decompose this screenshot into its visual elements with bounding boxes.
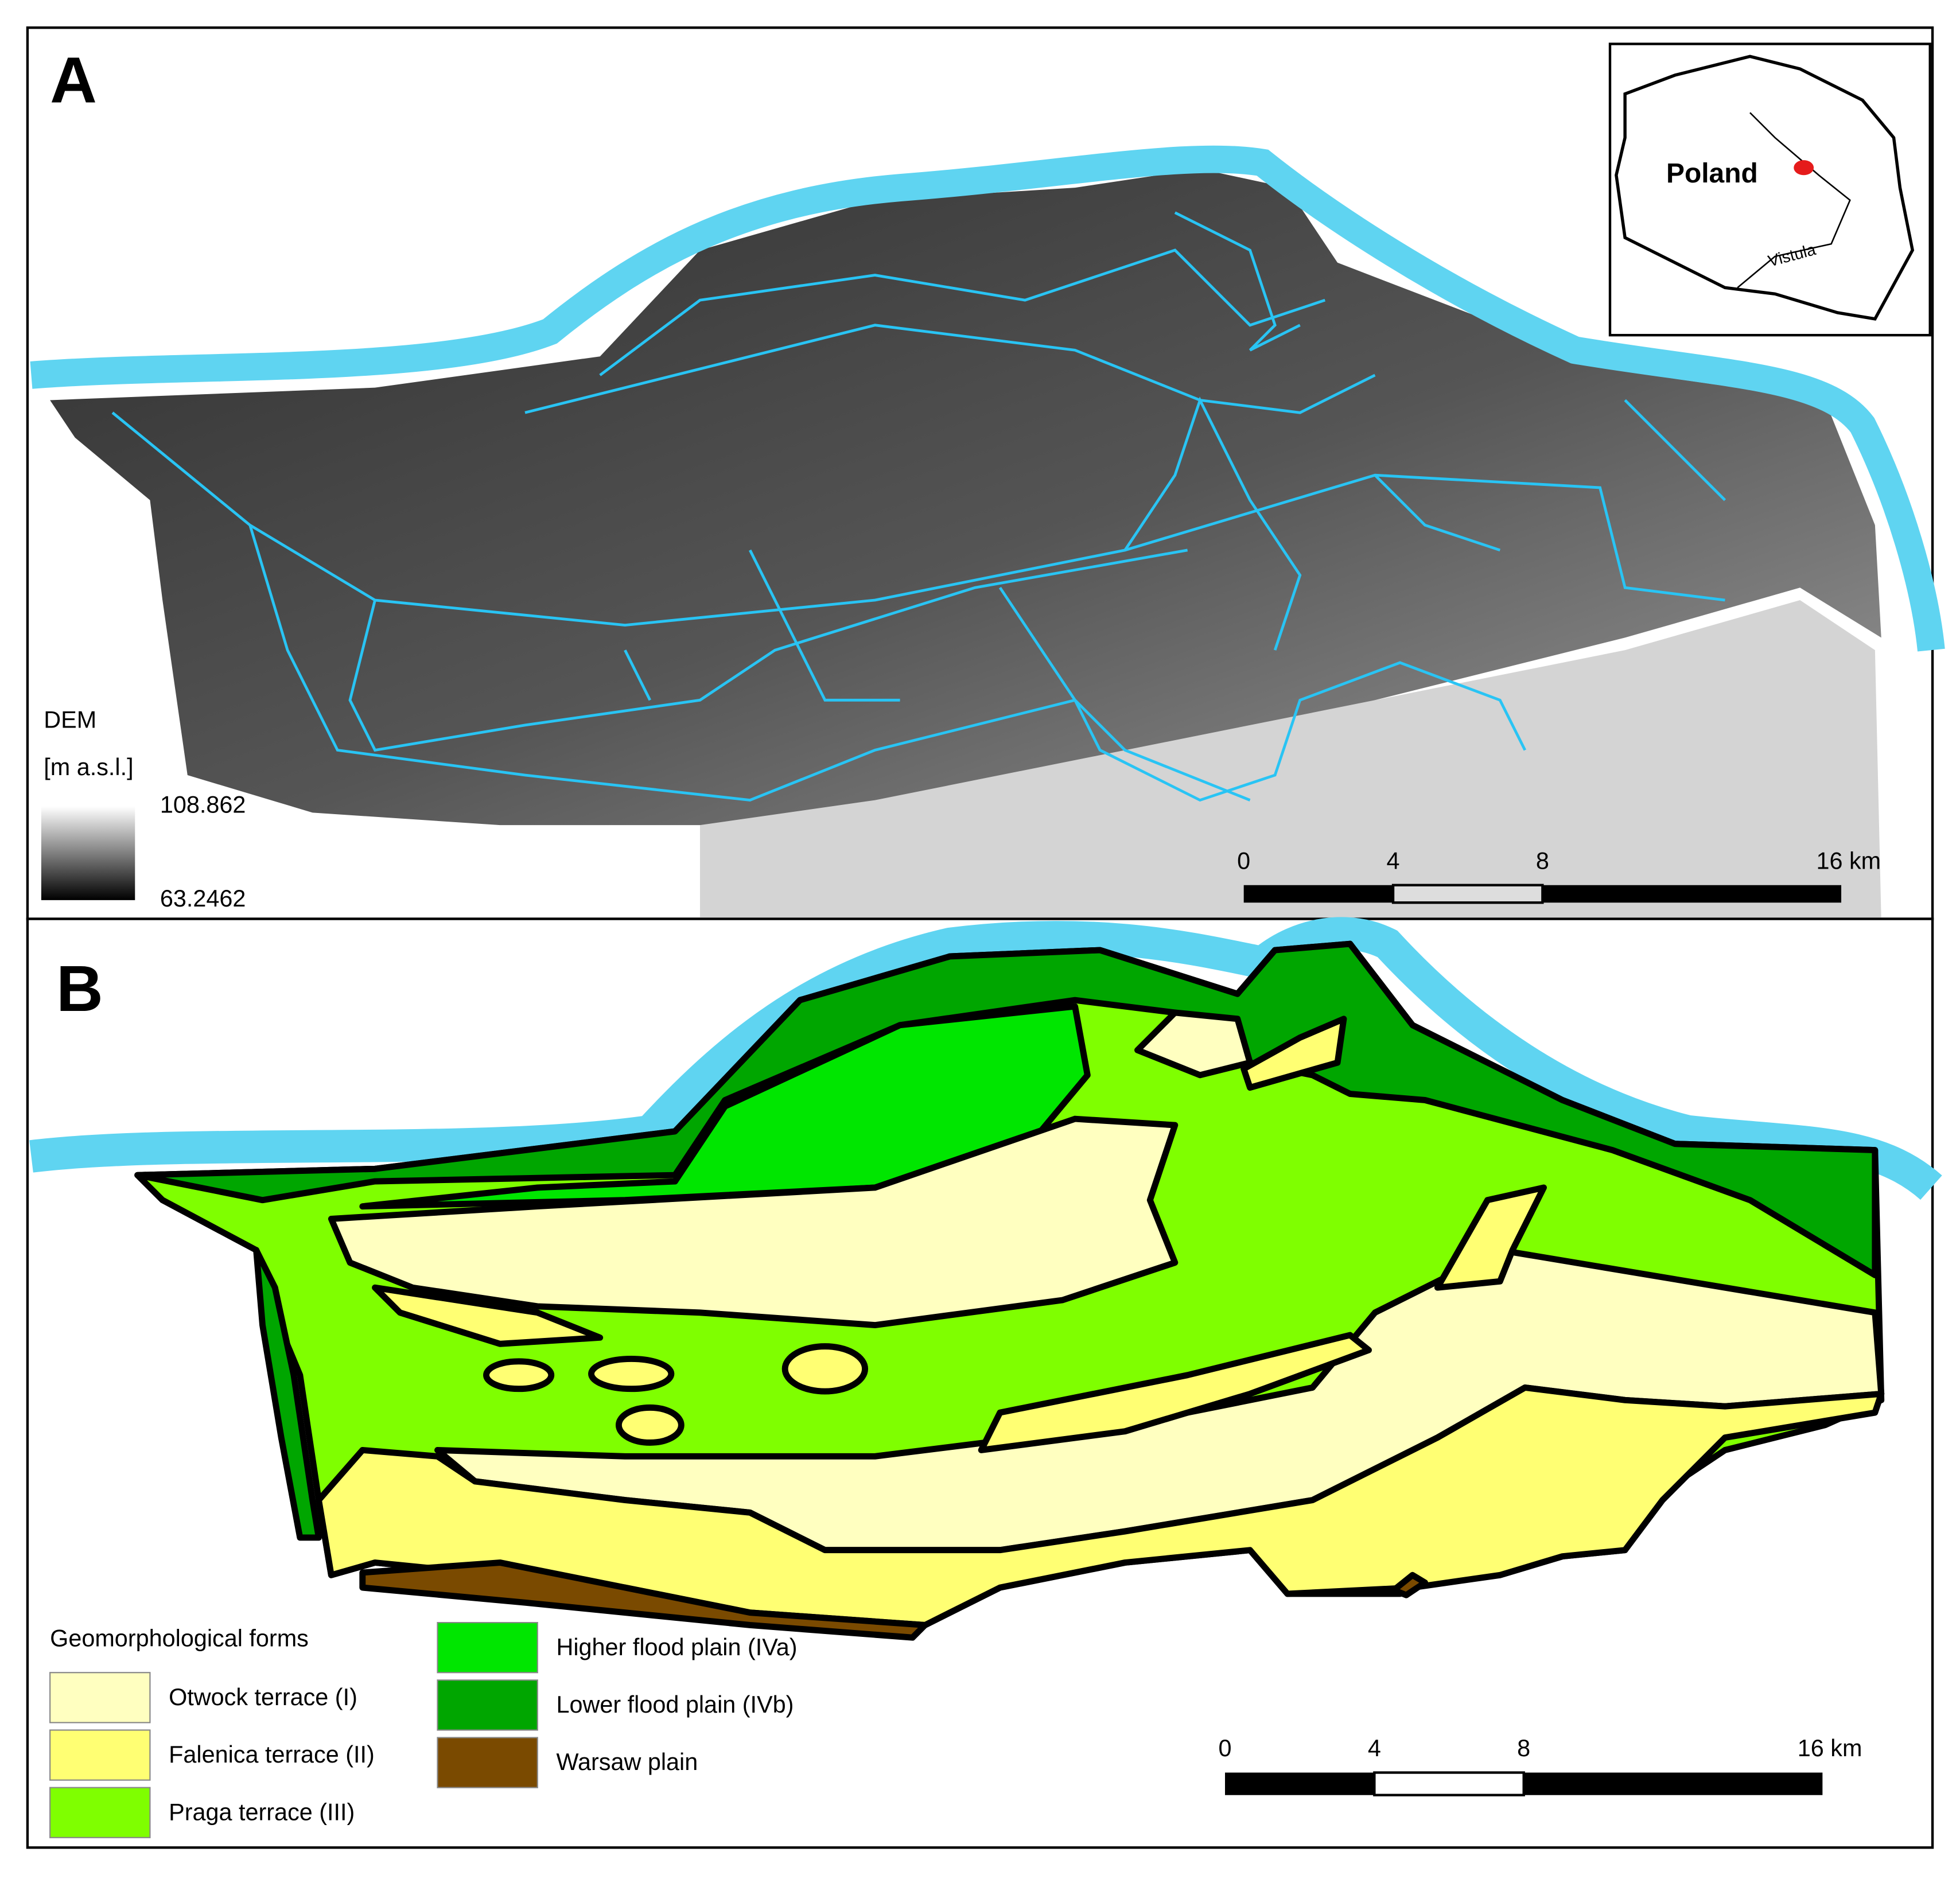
falenica-terrace: [483, 1358, 555, 1392]
terrain-valley: [50, 169, 1881, 826]
terrain-upland: [700, 600, 1881, 919]
legend-title: Geomorphological forms: [50, 1625, 309, 1652]
panel-b: B Geomorphological forms Otwock terrace …: [26, 917, 1942, 1849]
legend-swatch: [49, 1729, 151, 1781]
inset-frame: [1608, 42, 1931, 337]
river-line: [1737, 112, 1851, 289]
falenica-terrace: [978, 1332, 1372, 1453]
country-name: Poland: [1666, 158, 1758, 189]
legend-label: Higher flood plain (IVa): [556, 1634, 797, 1660]
otwock-terrace: [328, 1115, 1179, 1329]
scale-segment: [1542, 885, 1842, 903]
scale-label: 4: [1387, 847, 1400, 874]
falenica-terrace: [1434, 1184, 1547, 1291]
lower-flood-plain: [253, 1247, 322, 1541]
legend-swatch: [437, 1621, 538, 1674]
scale-segment: [1523, 1772, 1823, 1795]
legend-label: Warsaw plain: [556, 1749, 698, 1775]
falenica-terrace: [615, 1404, 685, 1446]
inset-map: Poland Vistula: [1608, 42, 1931, 337]
country-outline: [1615, 55, 1915, 321]
warsaw-plain: [359, 1559, 928, 1641]
falenica-terrace: [1240, 1016, 1347, 1091]
river: [30, 145, 1945, 652]
ditches: [111, 211, 1726, 802]
legend-label: Praga terrace (III): [169, 1799, 355, 1825]
study-area: [1794, 160, 1814, 176]
falenica-terrace: [372, 1284, 604, 1347]
panel-label: B: [56, 952, 103, 1025]
scale-label: 8: [1536, 847, 1549, 874]
scale-bar: 0 4 8 16 km: [1237, 847, 1881, 904]
scale-label: 4: [1368, 1735, 1381, 1761]
dem-legend: DEM [m a.s.l.] 108.862 63.2462: [41, 706, 246, 912]
scale-label: 16 km: [1816, 847, 1881, 874]
legend-label: Otwock terrace (I): [169, 1684, 357, 1710]
legend-swatch: [437, 1679, 538, 1731]
scale-segment: [1243, 885, 1394, 903]
scale-label: 16 km: [1798, 1735, 1862, 1761]
falenica-terrace: [781, 1343, 869, 1395]
scale-segment: [1225, 1772, 1375, 1795]
river: [29, 917, 1942, 1200]
scale-segment: [1391, 884, 1544, 904]
legend-swatch: [49, 1787, 151, 1838]
scale-label: 0: [1237, 847, 1250, 874]
panel-label: A: [50, 44, 97, 116]
scale-segment: [1373, 1771, 1525, 1796]
scale-bar: 0 4 8 16 km: [1218, 1735, 1862, 1796]
scale-label: 8: [1517, 1735, 1530, 1761]
color-ramp: [41, 806, 135, 900]
legend: Geomorphological forms Otwock terrace (I…: [49, 1621, 798, 1838]
warsaw-plain: [1390, 1571, 1429, 1598]
scale-label: 0: [1218, 1735, 1231, 1761]
falenica-terrace: [588, 1355, 675, 1392]
legend-title: DEM: [44, 706, 96, 733]
legend-min: 63.2462: [160, 885, 246, 912]
legend-label: Falenica terrace (II): [169, 1741, 375, 1768]
panel-a: A Poland Vistula DEM [m a.s.l.] 108.862 …: [26, 26, 1945, 920]
legend-swatch: [437, 1737, 538, 1788]
legend-swatch: [49, 1672, 151, 1724]
legend-label: Lower flood plain (IVb): [556, 1691, 794, 1718]
legend-unit: [m a.s.l.]: [44, 754, 133, 780]
falenica-terrace: [316, 1384, 1885, 1628]
legend-max: 108.862: [160, 791, 246, 818]
otwock-terrace: [1134, 1009, 1254, 1079]
